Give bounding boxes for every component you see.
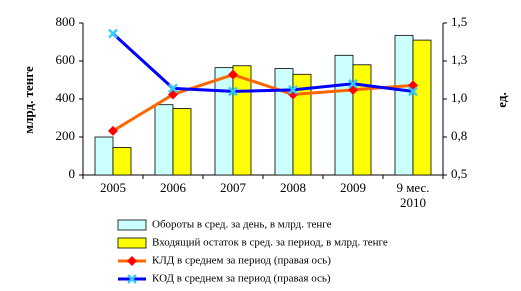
- line: [111, 32, 414, 93]
- marker: [348, 78, 358, 89]
- y2-tick-label: 1,0: [451, 90, 467, 105]
- bar: [214, 67, 234, 176]
- legend-label: КЛД в среднем за период (правая ось): [152, 255, 331, 267]
- y2-axis-title: ед.: [494, 92, 509, 107]
- x-tick-label: 2009: [340, 180, 366, 195]
- marker: [228, 69, 238, 80]
- x-tick-label: 2006: [160, 180, 186, 195]
- y-tick-label: 400: [56, 90, 76, 105]
- y2-tick-label: 0,8: [451, 128, 467, 143]
- bar: [292, 73, 312, 176]
- y-tick-label: 200: [56, 128, 76, 143]
- marker: [127, 274, 137, 284]
- legend-swatch: [117, 219, 147, 231]
- bar: [154, 104, 174, 176]
- marker: [127, 256, 137, 266]
- legend-label: Входящий остаток в сред. за период, в мл…: [152, 237, 388, 249]
- bar: [172, 108, 192, 176]
- x-tick-label: 9 мес. 2010: [396, 180, 430, 210]
- y-tick-label: 600: [56, 52, 76, 67]
- marker: [228, 86, 238, 97]
- bar: [412, 39, 432, 176]
- bar: [334, 54, 354, 176]
- legend-swatch: [117, 237, 147, 249]
- legend-label: КОД в среднем за период (правая ось): [152, 273, 331, 285]
- bar: [394, 34, 414, 176]
- x-tick-label: 2005: [100, 180, 126, 195]
- bar: [352, 64, 372, 176]
- marker: [168, 83, 178, 94]
- x-tick-label: 2008: [280, 180, 306, 195]
- y-axis-title: млрд. тенге: [21, 66, 36, 134]
- marker: [108, 125, 118, 136]
- y2-tick-label: 0,5: [451, 166, 467, 181]
- marker: [288, 84, 298, 95]
- bar: [232, 65, 252, 176]
- y-tick-label: 0: [69, 166, 76, 181]
- marker: [408, 86, 418, 97]
- marker: [108, 28, 118, 39]
- line: [112, 73, 414, 133]
- y-tick-label: 800: [56, 14, 76, 29]
- bar: [94, 136, 114, 176]
- bar: [274, 68, 294, 176]
- y2-tick-label: 1,3: [451, 52, 467, 67]
- legend-label: Обороты в сред. за день, в млрд. тенге: [152, 219, 332, 231]
- bar: [112, 147, 132, 176]
- y2-tick-label: 1,5: [451, 14, 467, 29]
- x-tick-label: 2007: [220, 180, 246, 195]
